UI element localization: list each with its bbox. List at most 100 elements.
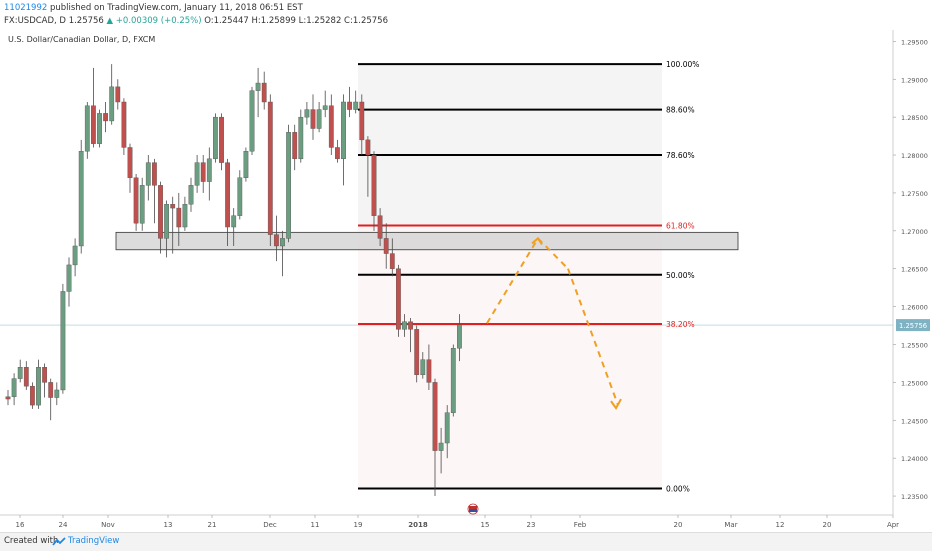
candle-body xyxy=(225,162,230,228)
candle-body xyxy=(194,162,200,186)
symbol-info: FX:USDCAD, D 1.25756 ▲ +0.00309 (+0.25%)… xyxy=(4,16,388,26)
ohlc-values: O:1.25447 H:1.25899 L:1.25282 C:1.25756 xyxy=(204,16,388,26)
candle-body xyxy=(420,359,426,376)
y-tick-label: 1.24500 xyxy=(901,417,928,425)
y-tick-label: 1.26500 xyxy=(901,266,928,274)
candle-body xyxy=(170,204,176,209)
candle-body xyxy=(121,101,127,148)
candle-body xyxy=(444,412,450,444)
fib-level-label: 38.20% xyxy=(666,320,695,329)
candle-body xyxy=(243,151,249,178)
x-tick-label: 11 xyxy=(311,521,320,529)
fib-lower-shade xyxy=(358,225,662,489)
chart-svg[interactable]: 100.00% 88.60% 78.60% 61.80% 50.00% 38.20% 0.0… xyxy=(0,30,932,535)
chart-title: U.S. Dollar/Canadian Dollar, D, FXCM xyxy=(8,35,155,44)
y-tick-label: 1.26000 xyxy=(901,304,928,312)
candle-body xyxy=(219,116,224,163)
candle-body xyxy=(212,116,218,160)
user-id[interactable]: 11021992 xyxy=(4,3,48,13)
candle-body xyxy=(182,204,188,228)
candle-body xyxy=(359,101,365,141)
y-tick-label: 1.28000 xyxy=(901,152,928,160)
y-tick-label: 1.28500 xyxy=(901,114,928,122)
candle-body xyxy=(109,86,115,122)
event-flag-stripe xyxy=(469,506,477,509)
candle-body xyxy=(206,158,212,182)
symbol-label: FX:USDCAD, D xyxy=(4,16,66,26)
fib-level-label: 78.60% xyxy=(666,151,695,160)
candle-body xyxy=(48,382,54,398)
candle-body xyxy=(200,162,206,182)
price-axis-bg xyxy=(893,30,932,535)
candle-body xyxy=(231,215,237,228)
projection-arrowhead xyxy=(610,398,622,410)
event-flag-stripe xyxy=(469,509,477,512)
candle-body xyxy=(267,101,273,235)
candle-body xyxy=(164,204,169,239)
candle-body xyxy=(432,382,438,451)
tradingview-logo-icon[interactable] xyxy=(52,537,66,547)
x-tick-label: 21 xyxy=(208,521,217,529)
candle-body xyxy=(158,185,163,239)
candle-body xyxy=(304,109,310,118)
candle-body xyxy=(97,113,102,144)
y-tick-label: 1.29000 xyxy=(901,76,928,84)
price-chart[interactable]: 100.00% 88.60% 78.60% 61.80% 50.00% 38.20% 0.0… xyxy=(0,30,932,535)
candle-body xyxy=(365,139,371,156)
candle-body xyxy=(298,116,304,160)
x-tick-label: Nov xyxy=(101,521,115,529)
fib-level-label: 61.80% xyxy=(666,222,695,231)
candle-body xyxy=(72,245,78,266)
candle-body xyxy=(84,105,90,152)
candle-body xyxy=(66,264,72,292)
created-with-text: Created with xyxy=(4,536,59,546)
candle-body xyxy=(261,82,267,103)
x-tick-label: 13 xyxy=(164,521,173,529)
candle-body xyxy=(151,162,157,186)
close-value: 1.25756 xyxy=(68,16,104,26)
candle-body xyxy=(42,367,48,383)
x-tick-label: 24 xyxy=(59,521,68,529)
candle-body xyxy=(438,442,444,451)
fib-level-label: 50.00% xyxy=(666,271,695,280)
x-tick-label: Dec xyxy=(263,521,277,529)
published-text: published on TradingView.com, January 11… xyxy=(49,3,303,13)
footer-bar: Created with TradingView xyxy=(0,532,932,551)
fib-level-label: 0.00% xyxy=(666,484,690,493)
tradingview-brand[interactable]: TradingView xyxy=(68,536,120,546)
candle-body xyxy=(30,385,35,406)
candle-body xyxy=(341,101,346,160)
x-tick-label: 12 xyxy=(776,521,785,529)
candle-body xyxy=(90,105,96,144)
candle-body xyxy=(60,291,66,391)
x-tick-label: Apr xyxy=(887,521,899,529)
x-tick-label: 23 xyxy=(527,521,536,529)
y-tick-label: 1.25000 xyxy=(901,379,928,387)
candle-body xyxy=(322,105,328,110)
candle-body xyxy=(36,367,41,406)
candle-body xyxy=(450,348,456,413)
candle-body xyxy=(402,321,407,330)
y-tick-label: 1.25500 xyxy=(901,341,928,349)
candle-body xyxy=(316,109,322,129)
x-tick-label: Mar xyxy=(724,521,737,529)
candle-body xyxy=(133,177,139,224)
y-tick-label: 1.23500 xyxy=(901,493,928,501)
candle-body xyxy=(408,321,413,330)
resistance-zone xyxy=(115,231,739,251)
candle-body xyxy=(237,177,243,216)
last-price-badge xyxy=(896,319,930,332)
candle-body xyxy=(328,105,334,148)
candle-body xyxy=(11,378,17,397)
x-tick-label: 19 xyxy=(354,521,363,529)
candle-body xyxy=(78,151,84,247)
y-tick-label: 1.24000 xyxy=(901,455,928,463)
candle-body xyxy=(286,132,291,239)
candle-body xyxy=(17,367,23,379)
x-tick-label: 2018 xyxy=(408,521,428,529)
y-tick-label: 1.27000 xyxy=(901,228,928,236)
candle-body xyxy=(335,147,340,160)
change-value: +0.00309 (+0.25%) xyxy=(115,16,202,26)
y-tick-label: 1.27500 xyxy=(901,190,928,198)
candle-body xyxy=(457,324,462,349)
